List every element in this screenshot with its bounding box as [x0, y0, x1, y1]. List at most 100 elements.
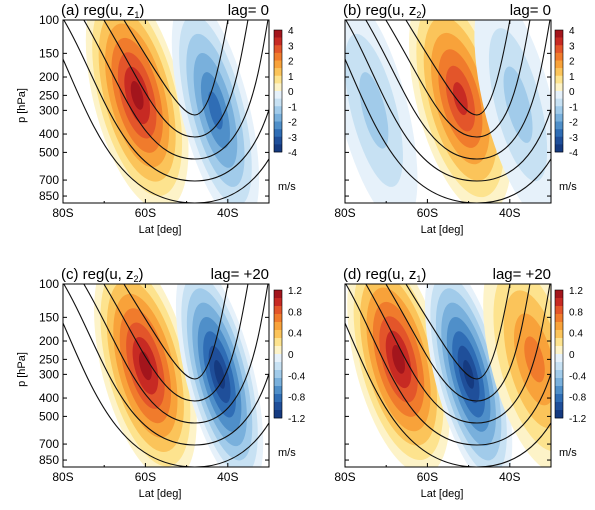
- y-tick-label: 200: [39, 334, 59, 348]
- panel-title: (b) reg(u, z2): [343, 2, 426, 20]
- colorbar-tick-label: -1: [569, 102, 578, 113]
- colorbar: 1.2 0.8 0.4 0 -0.4 -0.8 -1.2 m/s: [554, 286, 587, 459]
- colorbar-swatch: [555, 298, 563, 307]
- anomaly-positive-0: [347, 284, 450, 467]
- colorbar-swatch: [274, 290, 282, 299]
- colorbar-swatch: [274, 346, 282, 355]
- colorbar-swatch: [274, 370, 282, 379]
- contour-line: [345, 20, 551, 182]
- colorbar-swatch: [555, 410, 563, 419]
- panel-b: (b) reg(u, z2) lag= 0 80S 60S 40S Lat [deg] 4 3…: [334, 2, 578, 236]
- colorbar-tick-label: 2: [288, 57, 294, 68]
- colorbar: 1.2 0.8 0.4 0 -0.4 -0.8 -1.2 m/s: [273, 286, 306, 459]
- lag-label: lag= 0: [510, 2, 551, 19]
- colorbar-swatch: [555, 314, 563, 323]
- colorbar-tick-label: -4: [288, 148, 297, 159]
- contour-line: [385, 284, 531, 402]
- contour-fill: [503, 66, 533, 143]
- contour-fill: [359, 72, 389, 149]
- contour-line: [103, 284, 249, 402]
- y-tick-label: 700: [39, 173, 59, 187]
- colorbar-swatch: [555, 68, 563, 77]
- colorbar-swatch: [274, 410, 282, 419]
- plot-area: [63, 284, 269, 467]
- colorbar-tick-label: -3: [288, 133, 297, 144]
- colorbar-swatch: [555, 322, 563, 331]
- contour-line: [63, 284, 269, 446]
- colorbar-swatch: [555, 306, 563, 315]
- plot-area: [345, 20, 551, 203]
- contour-fill: [138, 351, 152, 381]
- y-tick-label: 400: [39, 391, 59, 405]
- colorbar-swatch: [274, 83, 282, 92]
- contour-line: [405, 284, 511, 380]
- colorbar-tick-label: 1: [569, 72, 575, 83]
- y-tick-label: 850: [39, 189, 59, 203]
- colorbar-tick-label: 0: [288, 87, 294, 98]
- y-tick-label: 250: [39, 352, 59, 366]
- lag-label: lag= +20: [211, 266, 269, 283]
- colorbar-swatch: [555, 45, 563, 54]
- contour-line: [83, 284, 269, 424]
- contour-fill: [463, 359, 475, 389]
- x-tick-label: 80S: [334, 206, 355, 220]
- contour-fill: [130, 80, 144, 110]
- colorbar-swatch: [274, 129, 282, 138]
- anomaly-negative-2: [474, 20, 551, 203]
- x-tick-label: 80S: [334, 470, 355, 484]
- colorbar-swatch: [555, 91, 563, 99]
- colorbar-tick-label: -4: [569, 148, 578, 159]
- y-tick-label: 150: [39, 46, 59, 60]
- x-axis-label: Lat [deg]: [139, 224, 182, 236]
- plot-area: [63, 20, 269, 203]
- y-tick-label: 300: [39, 367, 59, 381]
- colorbar-swatch: [274, 37, 282, 46]
- colorbar-swatch: [555, 30, 563, 38]
- y-tick-label: 500: [39, 409, 59, 423]
- colorbar-swatch: [274, 314, 282, 323]
- y-tick-label: 400: [39, 127, 59, 141]
- contour-fill: [208, 91, 223, 130]
- colorbar-swatch: [274, 322, 282, 331]
- colorbar-frame: [273, 29, 283, 153]
- colorbar-tick-label: -3: [569, 133, 578, 144]
- colorbar-swatch: [555, 60, 563, 69]
- colorbar-swatch: [274, 394, 282, 403]
- panel-d: (d) reg(u, z1) lag= +20 80S 60S 40S Lat [deg]…: [334, 266, 587, 500]
- colorbar-swatch: [274, 75, 282, 84]
- colorbar-tick-label: 0: [569, 350, 575, 361]
- colorbar-swatch: [274, 68, 282, 77]
- contour-line: [405, 20, 511, 116]
- colorbar-tick-label: 0.8: [288, 307, 302, 318]
- colorbar: 4 3 2 1 0 -1 -2 -3 -4 m/s: [554, 26, 578, 193]
- colorbar-frame: [554, 29, 564, 153]
- x-tick-label: 40S: [499, 470, 520, 484]
- anomaly-negative-1: [175, 284, 264, 467]
- x-axis-label: Lat [deg]: [421, 224, 464, 236]
- colorbar-tick-label: -0.4: [569, 371, 587, 382]
- colorbar-tick-label: -0.8: [288, 393, 306, 404]
- colorbar-tick-label: -2: [569, 118, 578, 129]
- colorbar-swatch: [274, 91, 282, 99]
- y-tick-label: 200: [39, 70, 59, 84]
- contour-line: [63, 20, 269, 182]
- plot-frame: [344, 283, 552, 468]
- colorbar-unit: m/s: [559, 181, 577, 193]
- x-axis-label: Lat [deg]: [139, 488, 182, 500]
- panel-title: (d) reg(u, z1): [343, 266, 426, 284]
- lag-label: lag= 0: [228, 2, 269, 19]
- x-tick-label: 60S: [417, 206, 438, 220]
- colorbar-swatch: [274, 298, 282, 307]
- x-tick-label: 60S: [135, 206, 156, 220]
- colorbar-swatch: [274, 330, 282, 339]
- colorbar-swatch: [555, 113, 563, 122]
- anomaly-positive-0: [94, 284, 197, 467]
- colorbar-swatch: [555, 338, 563, 347]
- y-tick-label: 250: [39, 88, 59, 102]
- y-tick-label: 100: [39, 277, 59, 291]
- colorbar-swatch: [274, 30, 282, 38]
- colorbar-swatch: [274, 98, 282, 107]
- colorbar-unit: m/s: [559, 447, 577, 459]
- colorbar-swatch: [555, 136, 563, 145]
